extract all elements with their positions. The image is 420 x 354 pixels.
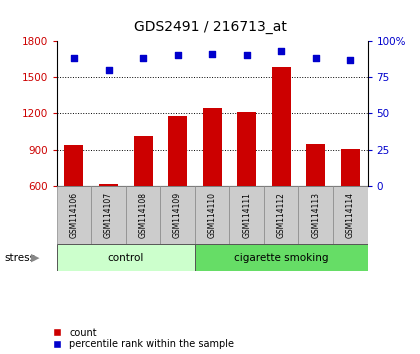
Bar	[126, 186, 160, 244]
Text: GSM114106: GSM114106	[69, 192, 79, 238]
Text: cigarette smoking: cigarette smoking	[234, 253, 328, 263]
Text: GSM114114: GSM114114	[346, 192, 355, 238]
Text: stress: stress	[4, 253, 35, 263]
Bar	[99, 184, 118, 186]
Point	[140, 55, 147, 61]
Bar	[272, 67, 291, 186]
Text: GSM114107: GSM114107	[104, 192, 113, 238]
Bar	[57, 186, 91, 244]
Point	[278, 48, 284, 54]
Bar	[333, 186, 368, 244]
Point	[174, 52, 181, 58]
Bar	[134, 137, 152, 186]
Text: GSM114113: GSM114113	[311, 192, 320, 238]
Text: GSM114110: GSM114110	[207, 192, 217, 238]
Point	[105, 67, 112, 73]
Bar	[264, 186, 299, 244]
Bar	[91, 186, 126, 244]
Bar	[202, 108, 222, 186]
Bar	[299, 186, 333, 244]
Bar	[195, 244, 368, 271]
Point	[243, 52, 250, 58]
Bar	[195, 186, 229, 244]
Text: ▶: ▶	[32, 253, 40, 263]
Point	[347, 57, 354, 62]
Point	[71, 55, 77, 61]
Text: GSM114111: GSM114111	[242, 192, 251, 238]
Bar	[341, 149, 360, 186]
Legend: count, percentile rank within the sample: count, percentile rank within the sample	[47, 328, 234, 349]
Text: GSM114108: GSM114108	[139, 192, 147, 238]
Text: control: control	[108, 253, 144, 263]
Point	[312, 55, 319, 61]
Point	[209, 51, 215, 57]
Bar	[65, 145, 84, 186]
Bar	[160, 186, 195, 244]
Bar	[168, 116, 187, 186]
Text: GSM114109: GSM114109	[173, 192, 182, 238]
Bar	[57, 244, 195, 271]
Bar	[306, 144, 325, 186]
Text: GDS2491 / 216713_at: GDS2491 / 216713_at	[134, 19, 286, 34]
Bar	[229, 186, 264, 244]
Bar	[237, 112, 256, 186]
Text: GSM114112: GSM114112	[277, 192, 286, 238]
